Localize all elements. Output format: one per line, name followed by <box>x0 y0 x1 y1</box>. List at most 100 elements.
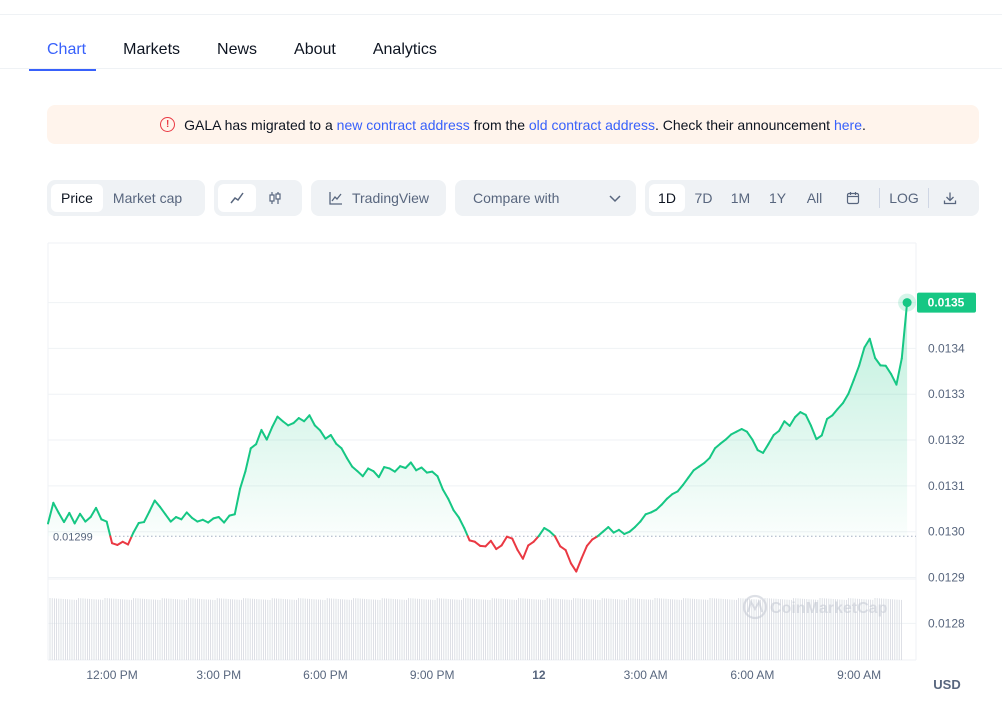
price-segment <box>655 503 663 511</box>
price-segment <box>585 538 594 547</box>
compare-with-select[interactable]: Compare with <box>455 180 636 216</box>
range-1m[interactable]: 1M <box>730 190 751 206</box>
price-segment <box>553 535 562 548</box>
candlestick-icon <box>269 192 281 204</box>
price-segment <box>367 467 375 473</box>
line-chart-button[interactable] <box>218 184 256 212</box>
range-all[interactable]: All <box>806 190 823 206</box>
new-contract-link[interactable]: new contract address <box>336 116 470 133</box>
x-tick-label: 9:00 AM <box>837 668 881 682</box>
price-segment <box>447 497 455 512</box>
price-segment <box>281 420 290 427</box>
market-cap-button[interactable]: Market cap <box>112 190 183 206</box>
price-segment <box>639 513 647 523</box>
price-segment <box>868 337 877 360</box>
price-segment <box>201 518 210 524</box>
price-segment <box>52 501 60 514</box>
price-segment <box>180 511 188 521</box>
x-tick-label: 12:00 PM <box>86 668 137 682</box>
price-segment <box>628 526 636 533</box>
price-area <box>48 302 908 537</box>
x-tick-label: 6:00 AM <box>730 668 774 682</box>
price-segment <box>900 301 909 360</box>
tab-analytics[interactable]: Analytics <box>372 41 437 58</box>
price-segment <box>217 516 226 524</box>
notice-text-3: . Check their announcement <box>654 116 834 133</box>
price-segment <box>746 430 754 441</box>
price-segment <box>772 429 781 437</box>
log-scale-button[interactable]: LOG <box>889 190 919 206</box>
price-segment <box>863 337 871 349</box>
price-segment <box>436 475 444 491</box>
price-segment <box>735 428 743 433</box>
price-segment <box>159 505 167 516</box>
price-segment <box>473 540 482 547</box>
price-segment <box>260 428 268 441</box>
price-segment <box>681 476 690 486</box>
price-segment <box>665 493 674 500</box>
price-segment <box>255 428 263 446</box>
price-segment <box>794 411 802 419</box>
tabs-divider <box>0 68 1002 69</box>
y-tick-label: 0.0130 <box>928 525 965 539</box>
current-price-dot <box>902 298 912 308</box>
price-segment <box>612 528 620 534</box>
announcement-link[interactable]: here <box>833 116 862 133</box>
price-segment <box>68 511 76 525</box>
price-segment <box>313 424 322 432</box>
price-segment <box>409 461 418 472</box>
price-segment <box>63 511 71 524</box>
range-1y[interactable]: 1Y <box>768 190 787 206</box>
tab-markets[interactable]: Markets <box>123 41 181 58</box>
price-segment <box>874 357 882 367</box>
price-segment <box>842 392 850 404</box>
price-segment <box>223 514 231 524</box>
price-segment <box>393 465 402 473</box>
cmc-logo-mark <box>747 599 763 613</box>
price-segment <box>836 401 845 410</box>
price-segment <box>788 416 797 427</box>
price-segment <box>249 443 258 450</box>
x-tick-label: 9:00 PM <box>410 668 455 682</box>
tab-about[interactable]: About <box>294 41 336 58</box>
price-segment <box>148 499 156 513</box>
price-segment <box>532 535 540 543</box>
price-segment <box>511 537 519 552</box>
price-segment <box>351 465 359 473</box>
chevron-down-icon <box>609 195 621 203</box>
price-segment <box>649 508 658 514</box>
price-segment <box>388 467 396 473</box>
old-contract-link[interactable]: old contract address <box>528 116 655 133</box>
y-tick-label: 0.0129 <box>928 571 965 585</box>
price-segment <box>308 414 316 427</box>
candlestick-button[interactable] <box>256 184 294 212</box>
price-segment <box>548 530 556 538</box>
price-segment <box>778 420 786 432</box>
notice-text-2: from the <box>469 116 529 133</box>
tradingview-label: TradingView <box>351 190 430 206</box>
tab-chart[interactable]: Chart <box>28 38 97 71</box>
price-button[interactable]: Price <box>51 184 103 212</box>
price-segment <box>276 415 284 423</box>
price-segment <box>559 545 567 552</box>
price-segment <box>730 430 738 436</box>
price-segment <box>569 562 578 573</box>
tradingview-button[interactable]: TradingView <box>311 180 446 216</box>
price-segment <box>826 414 834 420</box>
range-1d[interactable]: 1D <box>649 184 685 212</box>
price-segment <box>127 535 133 546</box>
price-segment <box>591 535 599 541</box>
notice-text-1: GALA has migrated to a <box>184 116 337 133</box>
price-chart[interactable]: 0.0128 0.0129 0.0130 0.0131 0.0132 0.0133 0.01… <box>0 230 1002 713</box>
price-segment <box>676 483 684 493</box>
date-picker-button[interactable] <box>833 184 873 212</box>
range-7d[interactable]: 7D <box>694 190 713 206</box>
tab-news[interactable]: News <box>217 41 258 58</box>
price-segment <box>521 544 530 560</box>
price-segment <box>804 413 813 427</box>
price-segment <box>324 434 332 440</box>
download-button[interactable] <box>935 184 965 212</box>
price-chart-svg: 0.0128 0.0129 0.0130 0.0131 0.0132 0.0133 0.01… <box>47 242 976 692</box>
price-segment <box>756 449 765 454</box>
price-segment <box>527 540 535 547</box>
